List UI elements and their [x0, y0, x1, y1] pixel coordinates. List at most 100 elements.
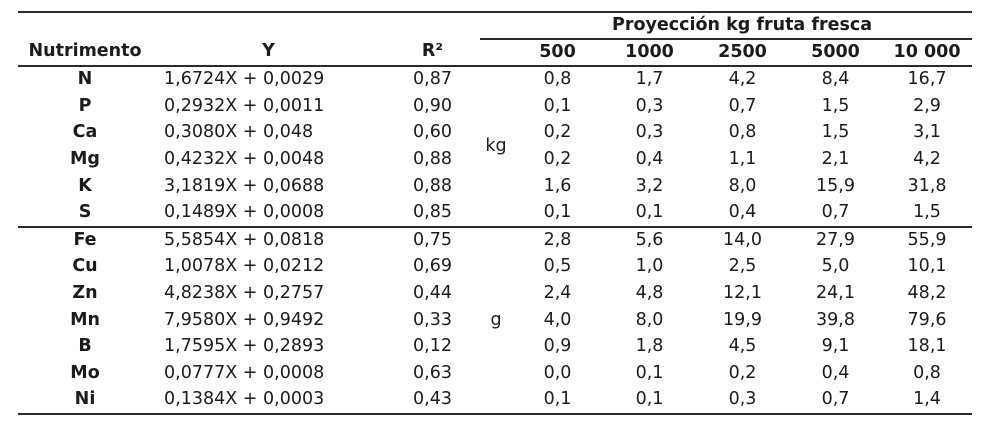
r2-cell: 0,33: [413, 309, 452, 330]
r2-cell: 0,69: [413, 256, 452, 276]
table-row-ni: Ni 0,1384X + 0,0003 0,43 0,1 0,1 0,3 0,7…: [18, 387, 973, 415]
value-cell: 24,1: [816, 282, 855, 303]
value-cell: 0,2: [543, 149, 572, 169]
value-cell: 0,2: [543, 122, 572, 143]
value-cell: 2,1: [821, 149, 850, 169]
value-cell: 4,2: [728, 69, 757, 90]
group-header-spacer: [18, 11, 480, 39]
col-header-5000: 5000: [789, 39, 882, 67]
table-row-s: S 0,1489X + 0,0008 0,85 0,1 0,1 0,4 0,7 …: [18, 199, 973, 228]
projection-group-header: Proyección kg fruta fresca: [480, 11, 973, 40]
value-cell: 18,1: [907, 336, 947, 357]
nutrient-cell: K: [78, 175, 92, 196]
nutrient-cell: Mg: [70, 149, 100, 169]
table-row-k: K 3,1819X + 0,0688 0,88 1,6 3,2 8,0 15,9…: [18, 173, 972, 200]
value-cell: 27,9: [816, 229, 855, 250]
value-cell: 0,1: [635, 363, 664, 383]
r2-cell: 0,87: [413, 69, 452, 90]
nutrient-cell: Ni: [18, 387, 152, 415]
equation-cell: 1,7595X + 0,2893: [164, 336, 325, 357]
value-cell: 1,8: [635, 336, 664, 357]
value-cell: 0,7: [728, 95, 757, 116]
nutrient-cell: Mo: [70, 363, 100, 383]
value-cell: 10,1: [907, 256, 947, 276]
equation-cell: 0,3080X + 0,048: [164, 122, 314, 143]
col-header-equation: Y: [152, 39, 385, 67]
value-cell: 9,1: [821, 336, 850, 357]
col-header-2500: 2500: [696, 39, 789, 67]
nutrient-cell: Ca: [72, 122, 98, 143]
r2-cell: 0,63: [413, 363, 452, 383]
table-row-ca: Ca 0,3080X + 0,048 0,60 0,2 0,3 0,8 1,5 …: [18, 120, 972, 147]
value-cell: 0,3: [635, 122, 664, 143]
value-cell: 8,0: [728, 175, 757, 196]
value-cell: 0,0: [543, 363, 572, 383]
value-cell: 0,7: [789, 387, 882, 415]
value-cell: 1,5: [821, 122, 850, 143]
nutrient-projection-table: Proyección kg fruta fresca Nutrimento Y …: [18, 11, 973, 415]
r2-cell: 0,90: [413, 95, 452, 116]
r2-cell: 0,88: [413, 175, 452, 196]
nutrient-cell: P: [78, 95, 92, 116]
value-cell: 1,1: [728, 149, 757, 169]
value-cell: 79,6: [907, 309, 947, 330]
table-row-n: N 1,6724X + 0,0029 0,87 kg 0,8 1,7 4,2 8…: [18, 66, 972, 228]
value-cell: 0,1: [543, 95, 572, 116]
value-cell: 8,4: [821, 69, 850, 90]
table-row-mn: Mn 7,9580X + 0,9492 0,33 4,0 8,0 19,9 39…: [18, 307, 972, 334]
value-cell: 4,5: [728, 336, 757, 357]
equation-cell: 0,0777X + 0,0008: [164, 363, 325, 383]
value-cell: 0,1: [512, 199, 603, 228]
nutrient-cell: B: [78, 336, 92, 357]
value-cell: 2,5: [728, 256, 757, 276]
value-cell: 4,0: [543, 309, 572, 330]
value-cell: 0,4: [635, 149, 664, 169]
value-cell: 0,4: [696, 199, 789, 228]
value-cell: 1,5: [882, 199, 973, 228]
equation-cell: 0,4232X + 0,0048: [164, 149, 325, 169]
equation-cell: 7,9580X + 0,9492: [164, 309, 325, 330]
value-cell: 31,8: [907, 175, 947, 196]
table-row-p: P 0,2932X + 0,0011 0,90 0,1 0,3 0,7 1,5 …: [18, 93, 972, 120]
table-row-cu: Cu 1,0078X + 0,0212 0,69 0,5 1,0 2,5 5,0…: [18, 253, 972, 280]
value-cell: 14,0: [723, 229, 762, 250]
value-cell: 0,2: [728, 363, 757, 383]
table-row-b: B 1,7595X + 0,2893 0,12 0,9 1,8 4,5 9,1 …: [18, 334, 972, 361]
nutrient-cell: Cu: [72, 256, 98, 276]
col-header-10000: 10 000: [882, 39, 973, 67]
nutrient-cell: Mn: [70, 309, 100, 330]
value-cell: 0,1: [512, 387, 603, 415]
equation-cell: 0,2932X + 0,0011: [164, 95, 325, 116]
value-cell: 19,9: [723, 309, 762, 330]
value-cell: 1,4: [882, 387, 973, 415]
r2-cell: 0,60: [413, 122, 452, 143]
table-row-fe: Fe 5,5854X + 0,0818 0,75 g 2,8 5,6 14,0 …: [18, 226, 972, 415]
value-cell: 0,4: [821, 363, 850, 383]
value-cell: 0,3: [696, 387, 789, 415]
nutrient-cell: S: [18, 199, 152, 228]
r2-cell: 0,85: [385, 199, 480, 228]
col-header-r2: R²: [385, 39, 480, 67]
value-cell: 5,6: [635, 229, 664, 250]
value-cell: 12,1: [723, 282, 762, 303]
value-cell: 4,8: [635, 282, 664, 303]
unit-cell-kg: kg: [480, 66, 512, 228]
equation-cell: 5,5854X + 0,0818: [164, 229, 325, 250]
table-row-mo: Mo 0,0777X + 0,0008 0,63 0,0 0,1 0,2 0,4…: [18, 360, 972, 387]
value-cell: 2,8: [543, 229, 572, 250]
value-cell: 1,7: [635, 69, 664, 90]
equation-cell: 3,1819X + 0,0688: [164, 175, 325, 196]
unit-cell-g: g: [480, 226, 512, 415]
col-header-1000: 1000: [603, 39, 696, 67]
equation-cell: 1,6724X + 0,0029: [164, 69, 325, 90]
col-header-nutrimento: Nutrimento: [18, 39, 152, 67]
table-row-zn: Zn 4,8238X + 0,2757 0,44 2,4 4,8 12,1 24…: [18, 280, 972, 307]
value-cell: 3,2: [635, 175, 664, 196]
table-row-mg: Mg 0,4232X + 0,0048 0,88 0,2 0,4 1,1 2,1…: [18, 146, 972, 173]
value-cell: 16,7: [907, 69, 947, 90]
r2-cell: 0,43: [385, 387, 480, 415]
column-header-row: Nutrimento Y R² 500 1000 2500 5000 10 00…: [18, 39, 973, 67]
value-cell: 0,8: [543, 69, 572, 90]
r2-cell: 0,12: [413, 336, 452, 357]
